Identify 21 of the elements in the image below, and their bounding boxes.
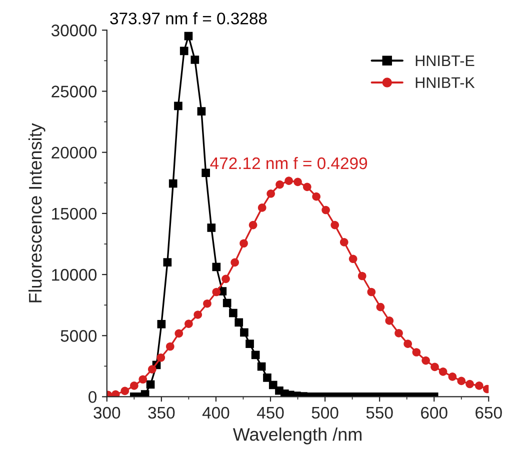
x-tick-label: 500	[312, 406, 338, 419]
y-tick-label: 5000	[60, 330, 97, 342]
annotation: 472.12 nm f = 0.4299	[210, 156, 368, 170]
x-tick-label: 550	[366, 406, 393, 419]
y-tick-label: 10000	[52, 268, 97, 281]
y-tick-label: 15000	[52, 208, 97, 220]
y-axis-title: Fluorescence Intensity	[28, 123, 46, 302]
x-tick-label: 650	[476, 406, 502, 419]
y-tick-label: 25000	[52, 86, 97, 98]
legend-label: HNIBT-K	[416, 77, 475, 88]
x-tick-label: 300	[94, 406, 120, 419]
y-tick-label: 30000	[51, 24, 97, 36]
x-tick-label: 600	[421, 406, 448, 419]
y-tick-label: 20000	[52, 146, 97, 159]
x-tick-label: 350	[148, 406, 175, 419]
legend-label: HNIBT-E	[416, 55, 474, 66]
x-axis-title: Wavelength /nm	[232, 428, 362, 444]
x-tick-label: 400	[202, 406, 230, 419]
y-tick-label: 0	[88, 391, 97, 403]
annotation: 373.97 nm f = 0.3288	[110, 12, 267, 24]
x-tick-label: 450	[256, 406, 284, 419]
